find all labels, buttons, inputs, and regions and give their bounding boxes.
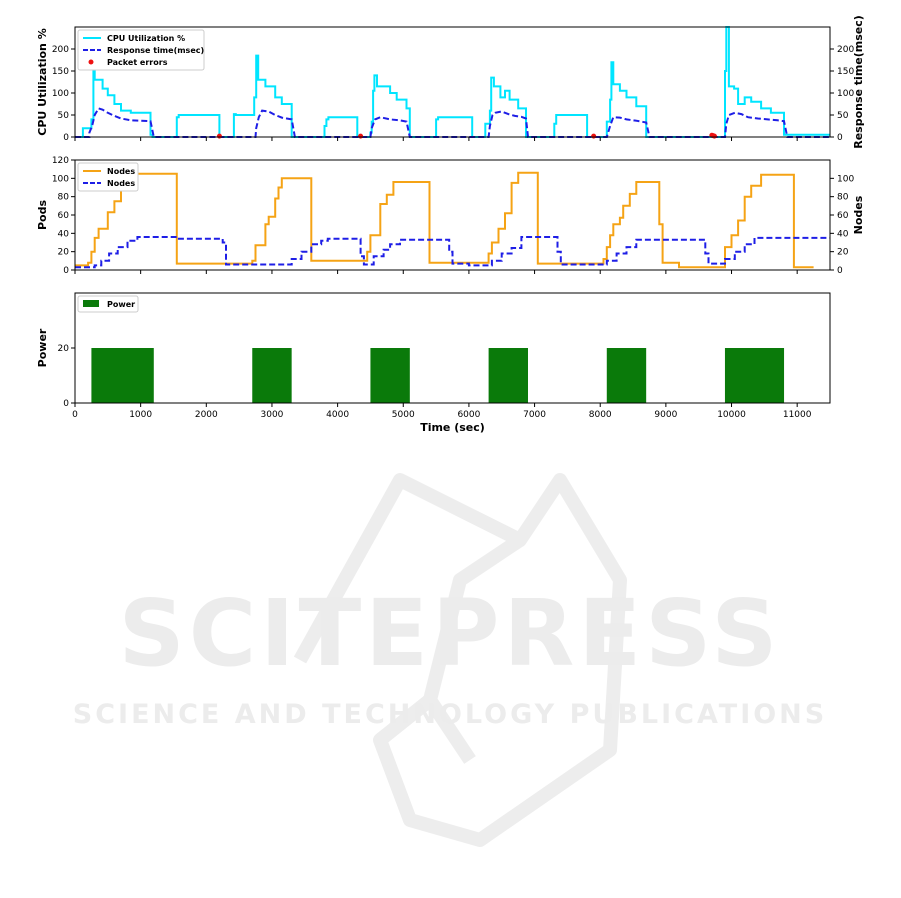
x-tick-label: 4000 xyxy=(326,410,349,420)
plot-frame xyxy=(74,26,831,138)
y-right-axis-label: Response time(msec) xyxy=(852,15,865,149)
y-tick-label: 0 xyxy=(63,266,69,276)
legend-entry-label: Nodes xyxy=(107,179,135,188)
x-tick-label: 8000 xyxy=(589,410,612,420)
y-axis-label: Power xyxy=(36,328,49,367)
y-tick-label: 50 xyxy=(58,111,70,121)
y-right-tick-label: 40 xyxy=(837,229,849,239)
legend: CPU Utilization % Response time(msec) Pack… xyxy=(77,29,205,71)
x-tick-label: 11000 xyxy=(783,410,812,420)
y-right-tick-label: 200 xyxy=(837,45,854,55)
legend-entry-label: Nodes xyxy=(107,167,135,176)
y-right-tick-label: 60 xyxy=(837,211,849,221)
packet-error-point xyxy=(358,133,364,139)
x-tick-label: 7000 xyxy=(523,410,546,420)
packet-error-point xyxy=(216,133,222,139)
watermark-subtitle: SCIENCE AND TECHNOLOGY PUBLICATIONS xyxy=(73,699,827,730)
y-tick-label: 40 xyxy=(58,229,70,239)
power-bar xyxy=(488,348,528,403)
legend-entry-label: Response time(msec) xyxy=(107,46,204,55)
legend: Power xyxy=(77,295,139,313)
power-bar xyxy=(370,348,410,403)
packet-error-point xyxy=(591,133,597,139)
chart-panel-3: 0 20 Power Power xyxy=(36,292,831,409)
y-right-tick-label: 50 xyxy=(837,111,849,121)
power-bar xyxy=(252,348,292,403)
plot-frame xyxy=(74,292,831,404)
y-right-tick-label: 20 xyxy=(837,248,849,258)
y-tick-label: 20 xyxy=(58,344,70,354)
x-tick-label: 2000 xyxy=(195,410,218,420)
y-tick-label: 100 xyxy=(52,89,69,99)
x-tick-label: 1000 xyxy=(129,410,152,420)
x-tick-label: 5000 xyxy=(392,410,415,420)
y-tick-label: 200 xyxy=(52,45,69,55)
x-tick-label: 0 xyxy=(72,410,78,420)
y-right-tick-label: 100 xyxy=(837,174,854,184)
power-bar xyxy=(91,348,154,403)
series-line-1-2 xyxy=(75,107,830,138)
watermark-title: SCITEPRESS xyxy=(118,580,781,687)
y-right-tick-label: 100 xyxy=(837,89,854,99)
packet-error-point xyxy=(711,133,717,139)
legend-box xyxy=(77,29,205,71)
y-tick-label: 60 xyxy=(58,211,70,221)
x-tick-label: 6000 xyxy=(457,410,480,420)
watermark-logo-shape xyxy=(293,473,627,847)
x-tick-label: 10000 xyxy=(717,410,746,420)
y-tick-label: 0 xyxy=(63,399,69,409)
y-axis-label: CPU Utilization % xyxy=(36,28,49,136)
power-bar xyxy=(606,348,647,403)
power-bar xyxy=(724,348,785,403)
y-right-tick-label: 80 xyxy=(837,193,849,203)
y-tick-label: 80 xyxy=(58,193,70,203)
y-right-axis-label: Nodes xyxy=(852,195,865,234)
y-right-tick-label: 150 xyxy=(837,67,854,77)
y-tick-label: 100 xyxy=(52,174,69,184)
legend-entry-label: Power xyxy=(107,300,135,309)
y-tick-label: 0 xyxy=(63,133,69,143)
sciteress-watermark: SCITEPRESS SCIENCE AND TECHNOLOGY PUBLIC… xyxy=(73,473,827,847)
legend-entry-label: Packet errors xyxy=(107,58,168,67)
legend-entry-label: CPU Utilization % xyxy=(107,34,185,43)
y-right-tick-label: 0 xyxy=(837,266,843,276)
legend-swatch xyxy=(88,59,94,65)
legend: Nodes Nodes xyxy=(77,162,139,192)
x-tick-label: 9000 xyxy=(654,410,677,420)
legend-swatch xyxy=(83,300,99,307)
y-axis-label: Pods xyxy=(36,200,49,230)
series-line-2-1 xyxy=(75,171,814,269)
y-tick-label: 120 xyxy=(52,156,69,166)
x-tick-label: 3000 xyxy=(261,410,284,420)
series-line-1-1 xyxy=(75,26,830,138)
x-axis-label: Time (sec) xyxy=(420,421,485,434)
y-right-tick-label: 0 xyxy=(837,133,843,143)
y-tick-label: 20 xyxy=(58,248,70,258)
y-tick-label: 150 xyxy=(52,67,69,77)
